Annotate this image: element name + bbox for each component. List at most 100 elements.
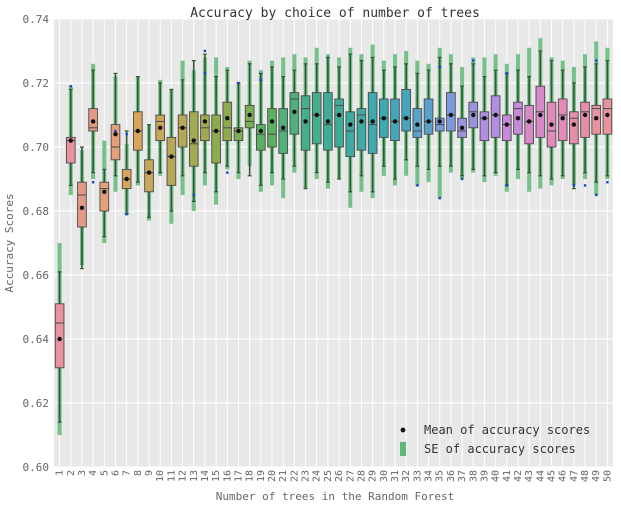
mean-point (102, 189, 107, 194)
mean-point (437, 119, 442, 124)
mean-point (236, 128, 241, 134)
y-axis-label: Accuracy Scores (3, 193, 16, 292)
x-tick-label: 24 (312, 470, 323, 482)
mean-point (158, 125, 163, 130)
x-tick-label: 15 (211, 470, 222, 482)
box (267, 108, 277, 148)
x-tick-label: 5 (99, 470, 110, 476)
x-tick-label: 49 (591, 470, 602, 482)
box (233, 127, 244, 142)
outlier-point (595, 193, 598, 197)
mean-point (247, 112, 252, 118)
outlier-point (438, 65, 441, 69)
box (446, 92, 456, 132)
x-tick-label: 50 (602, 470, 613, 482)
mean-point (336, 112, 342, 118)
outlier-point (203, 72, 207, 75)
x-tick-label: 28 (356, 470, 367, 482)
x-tick-label: 37 (457, 470, 468, 482)
outlier-point (259, 78, 263, 81)
outlier-point (505, 184, 508, 187)
mean-point (426, 119, 431, 124)
x-tick-label: 44 (535, 470, 546, 482)
x-tick-label: 18 (245, 470, 256, 482)
x-tick-label: 8 (133, 470, 144, 476)
x-tick-label: 42 (513, 470, 524, 482)
x-tick-label: 47 (569, 470, 580, 482)
mean-point (57, 336, 62, 342)
mean-point (560, 116, 565, 121)
mean-point (90, 119, 96, 124)
x-tick-label: 36 (446, 470, 457, 482)
x-tick-label: 31 (390, 470, 401, 482)
x-tick-label: 33 (412, 470, 423, 482)
y-tick-label: 0.64 (23, 333, 50, 346)
outlier-layer (69, 49, 609, 216)
y-tick-label: 0.62 (23, 397, 50, 410)
box (356, 108, 367, 151)
mean-point (314, 112, 319, 118)
x-tick-label: 25 (323, 470, 334, 482)
mean-point (292, 109, 297, 115)
box (524, 104, 534, 145)
x-tick-label: 20 (267, 470, 278, 482)
mean-point (113, 132, 118, 137)
mean-point (180, 125, 185, 130)
mean-point (79, 205, 85, 210)
mean-point (538, 112, 543, 118)
mean-point (191, 138, 196, 143)
outlier-point (595, 59, 598, 62)
box (110, 124, 121, 161)
mean-point (493, 112, 498, 118)
outlier-point (91, 181, 95, 184)
x-tick-label: 21 (278, 470, 289, 482)
mean-point (303, 119, 308, 124)
outlier-point (192, 193, 195, 197)
outlier-point (606, 181, 609, 184)
x-tick-label: 30 (379, 470, 390, 482)
mean-point (571, 122, 577, 127)
legend-mean-marker (400, 427, 406, 433)
x-tick-label: 22 (289, 470, 300, 482)
outlier-point (69, 85, 72, 88)
legend-mean-label: Mean of accuracy scores (424, 423, 590, 437)
x-tick-label: 12 (178, 470, 189, 482)
mean-point (448, 112, 454, 118)
mean-point (169, 154, 174, 159)
mean-point (515, 116, 521, 121)
mean-point (403, 116, 409, 121)
y-tick-labels: 0.60 0.62 0.64 0.66 0.68 0.70 0.72 0.74 (23, 13, 50, 474)
y-tick-label: 0.74 (23, 13, 50, 26)
x-tick-label: 1 (55, 470, 66, 476)
x-tick-label: 45 (547, 470, 558, 482)
y-tick-label: 0.60 (23, 461, 50, 474)
x-tick-label: 14 (200, 470, 211, 482)
mean-point (471, 112, 476, 118)
x-tick-label: 7 (122, 470, 133, 476)
mean-point (381, 116, 387, 121)
x-tick-label: 29 (368, 470, 379, 482)
mean-point (459, 125, 465, 130)
x-tick-label: 17 (233, 470, 244, 482)
x-tick-label: 19 (256, 470, 267, 482)
legend: Mean of accuracy scores SE of accuracy s… (400, 423, 590, 456)
x-tick-label: 35 (435, 470, 446, 482)
mean-layer (57, 109, 610, 342)
outlier-point (438, 197, 441, 200)
box (401, 88, 411, 132)
legend-se-label: SE of accuracy scores (424, 442, 576, 456)
box (256, 124, 266, 151)
box (144, 159, 154, 193)
mean-point (605, 112, 610, 118)
x-tick-label: 26 (334, 470, 345, 482)
x-tick-label: 40 (491, 470, 502, 482)
mean-point (415, 122, 420, 127)
box (569, 111, 579, 145)
mean-point (225, 116, 230, 121)
x-tick-label: 13 (189, 470, 200, 482)
y-tick-label: 0.70 (23, 141, 50, 154)
mean-point (526, 119, 532, 124)
mean-point (359, 119, 364, 124)
x-tick-label: 46 (558, 470, 569, 482)
